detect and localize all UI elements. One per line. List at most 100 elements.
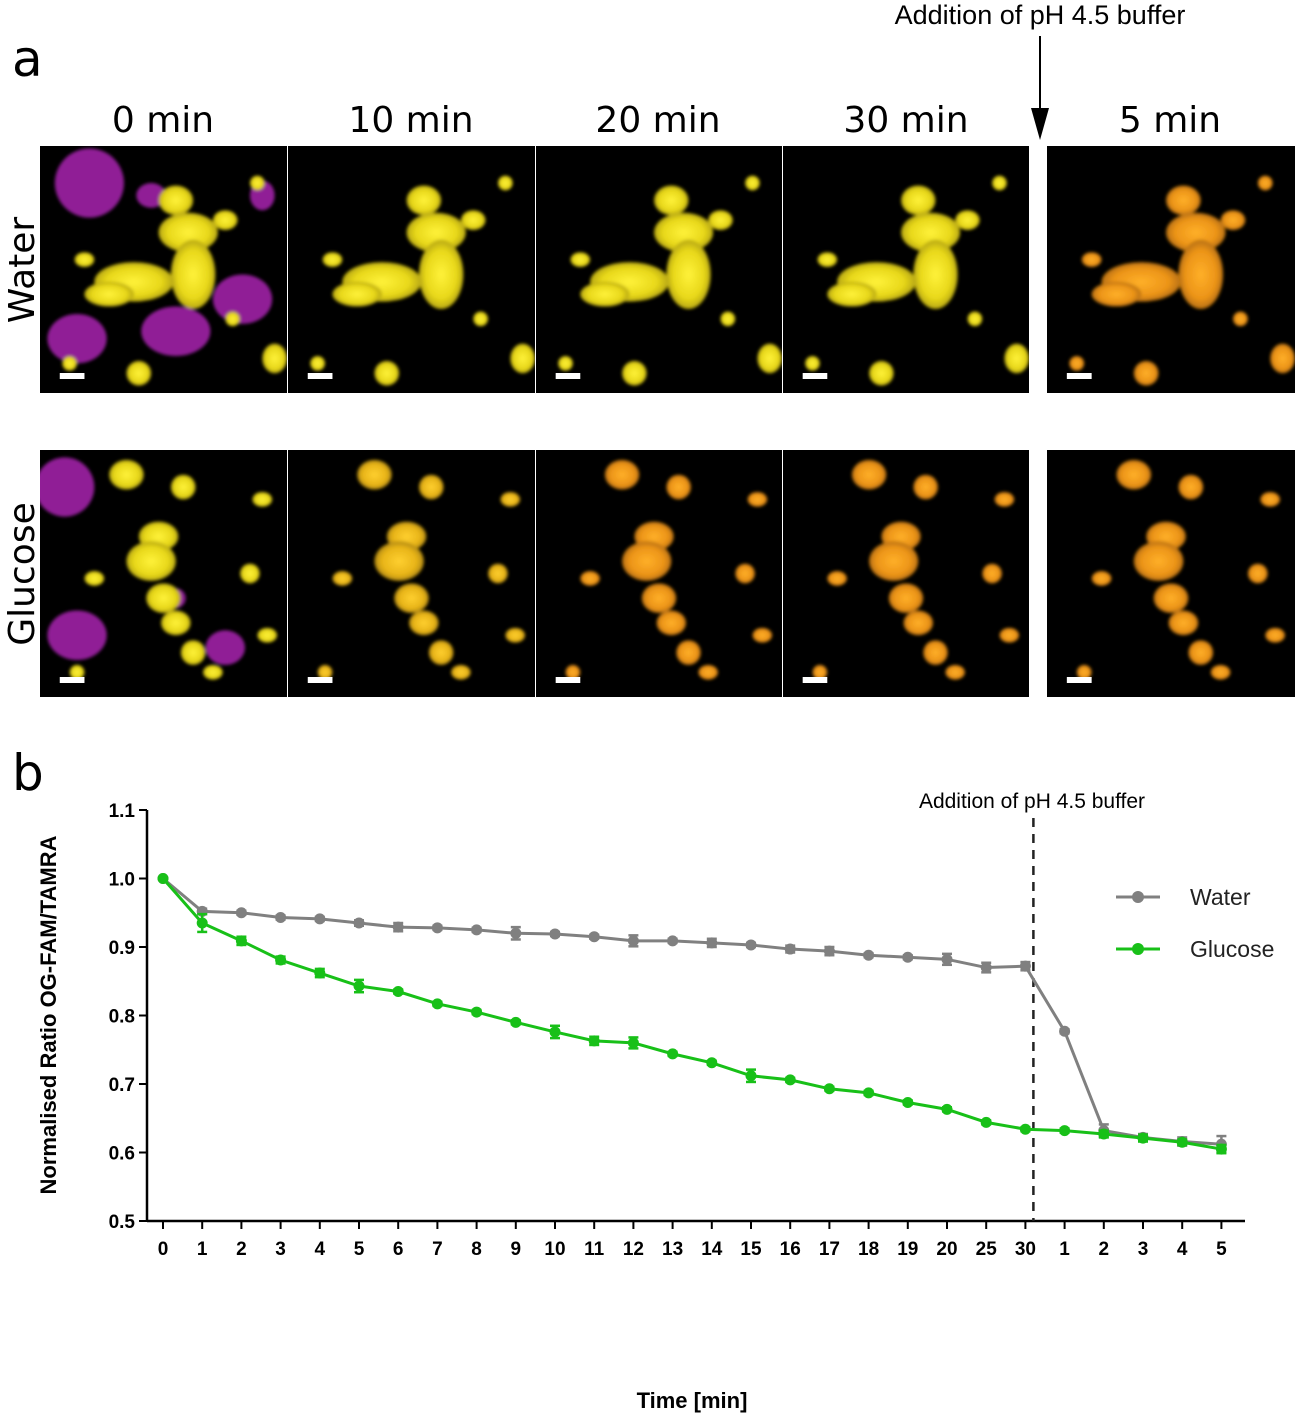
data-point [1019,960,1031,972]
x-tick-label: 1 [1059,1239,1070,1260]
x-tick-label: 25 [976,1239,998,1260]
x-tick-label: 8 [471,1239,482,1260]
row-label-glucose: Glucose [2,502,43,645]
legend-label: Water [1190,884,1251,910]
data-point [1137,1132,1149,1144]
data-point [431,922,443,934]
buffer-annotation-a: Addition of pH 4.5 buffer [895,0,1186,30]
x-tick-label: 18 [858,1239,879,1260]
data-point [980,1116,992,1128]
panel-b: b Addition of pH 4.5 buffer 0.5 0.6 0.7 0.8… [12,744,1274,1413]
micrograph-glucose-1 [288,450,535,697]
y-tick-label: 1.0 [109,870,135,891]
scale-bar [307,677,333,683]
x-tick-label: 15 [740,1239,762,1260]
x-tick-label: 5 [1216,1239,1227,1260]
data-point [275,954,287,966]
x-tick-label: 6 [393,1239,404,1260]
data-point [353,917,365,929]
scale-bar [555,373,581,379]
legend-marker [1132,891,1144,903]
x-tick-label: 12 [623,1239,644,1260]
panel-a: a Addition of pH 4.5 buffer 0 min 10 min… [2,0,1295,697]
data-point [902,1096,914,1108]
data-point [941,953,953,965]
scale-bar [59,373,85,379]
column-label-30min: 30 min [843,100,968,141]
x-tick-label: 0 [158,1239,169,1260]
data-point [1098,1128,1110,1140]
data-point [471,1006,483,1018]
series-line-glucose [161,877,1222,1151]
data-point [627,1037,639,1049]
column-label-5min: 5 min [1119,100,1221,141]
x-tick-label: 3 [275,1239,286,1260]
row-label-water: Water [2,217,43,324]
data-point [823,1083,835,1095]
micrograph-glucose-3 [783,450,1029,697]
x-tick-label: 4 [315,1239,326,1260]
y-tick-label: 0.6 [109,1144,135,1165]
x-tick-label: 1 [197,1239,208,1260]
x-tick-label: 16 [780,1239,801,1260]
scale-bar [59,677,85,683]
data-point [549,1026,561,1038]
data-point [1019,1123,1031,1135]
data-point [588,931,600,943]
x-tick-label: 10 [544,1239,565,1260]
scale-bar [802,373,828,379]
x-tick-label: 4 [1177,1239,1188,1260]
data-point [706,937,718,949]
x-tick-label: 11 [584,1239,605,1260]
data-point [314,967,326,979]
buffer-arrow-head-icon [1031,108,1049,140]
data-point [510,927,522,939]
scale-bar [1066,677,1092,683]
micrograph-water-2 [536,146,782,393]
data-point [157,873,169,884]
data-point [1059,1025,1071,1037]
data-point [235,935,247,947]
x-tick-label: 2 [236,1239,247,1260]
legend-label: Glucose [1190,936,1274,962]
column-label-0min: 0 min [112,100,214,141]
data-point [1176,1136,1188,1148]
data-point [353,980,365,992]
data-point [863,949,875,961]
x-tick-label: 2 [1099,1239,1110,1260]
micrograph-water-4 [1047,146,1295,393]
data-point [196,917,208,929]
data-point [745,1070,757,1082]
data-point [431,998,443,1010]
x-tick-label: 3 [1138,1239,1149,1260]
micrograph-water-1 [288,146,535,393]
series-water [157,873,1227,1154]
y-tick-label: 0.8 [109,1007,135,1028]
data-point [941,1103,953,1115]
y-tick-label: 1.1 [109,801,136,822]
legend-marker [1132,943,1144,955]
legend-entry-water: Water [1116,884,1251,910]
y-tick-label: 0.7 [109,1075,135,1096]
legend-entry-glucose: Glucose [1116,936,1274,962]
data-point [784,1074,796,1086]
data-point [667,1048,679,1060]
micrograph-glucose-0 [40,450,287,697]
x-tick-label: 30 [1015,1239,1036,1260]
data-point [588,1035,600,1047]
data-point [549,928,561,940]
data-point [863,1087,875,1099]
x-tick-label: 17 [819,1239,840,1260]
y-axis-title: Normalised Ratio OG-FAM/TAMRA [36,835,61,1194]
x-tick-label: 19 [897,1239,918,1260]
data-point [392,986,404,998]
micrograph-glucose-2 [536,450,782,697]
data-point [1215,1143,1227,1155]
data-point [784,943,796,955]
data-point [980,962,992,974]
series-glucose [157,873,1227,1155]
data-point [706,1057,718,1069]
data-point [471,924,483,936]
data-point [902,951,914,963]
x-tick-label: 9 [511,1239,522,1260]
